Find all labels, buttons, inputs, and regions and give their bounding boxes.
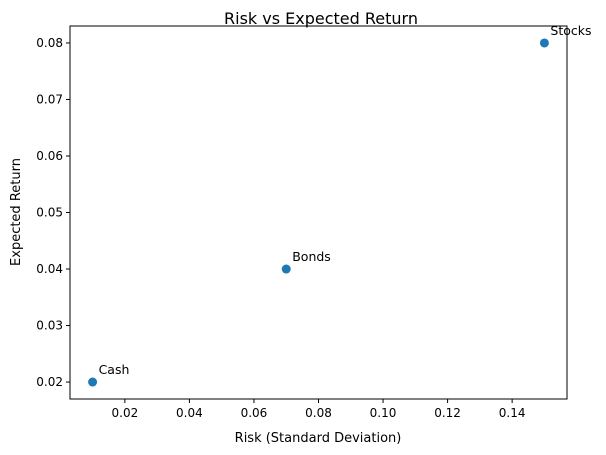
x-tick-label: 0.10 (370, 406, 397, 420)
y-axis-ticks: 0.02 0.03 0.04 0.05 0.06 0.07 0.08 (36, 36, 70, 389)
x-axis-label: Risk (Standard Deviation) (235, 431, 402, 446)
data-point-label: Cash (99, 362, 130, 377)
data-points: Cash Bonds Stocks (88, 23, 592, 387)
y-tick-label: 0.03 (36, 319, 63, 333)
chart-title: Risk vs Expected Return (224, 9, 418, 28)
y-tick-label: 0.02 (36, 375, 63, 389)
data-point-marker (88, 377, 98, 387)
data-point-marker (281, 264, 291, 274)
x-tick-label: 0.12 (434, 406, 461, 420)
y-tick-label: 0.06 (36, 149, 63, 163)
data-point-label: Bonds (292, 249, 331, 264)
data-point-marker (539, 38, 549, 48)
x-tick-label: 0.14 (499, 406, 526, 420)
x-tick-label: 0.02 (112, 406, 139, 420)
y-tick-label: 0.04 (36, 262, 63, 276)
x-tick-label: 0.06 (241, 406, 268, 420)
x-tick-label: 0.04 (176, 406, 203, 420)
x-tick-label: 0.08 (305, 406, 332, 420)
y-tick-label: 0.07 (36, 92, 63, 106)
data-point-label: Stocks (550, 23, 591, 38)
x-axis-ticks: 0.02 0.04 0.06 0.08 0.10 0.12 0.14 (112, 399, 526, 420)
y-tick-label: 0.08 (36, 36, 63, 50)
y-tick-label: 0.05 (36, 206, 63, 220)
plot-area-frame (69, 25, 568, 400)
y-axis-label: Expected Return (9, 158, 24, 266)
